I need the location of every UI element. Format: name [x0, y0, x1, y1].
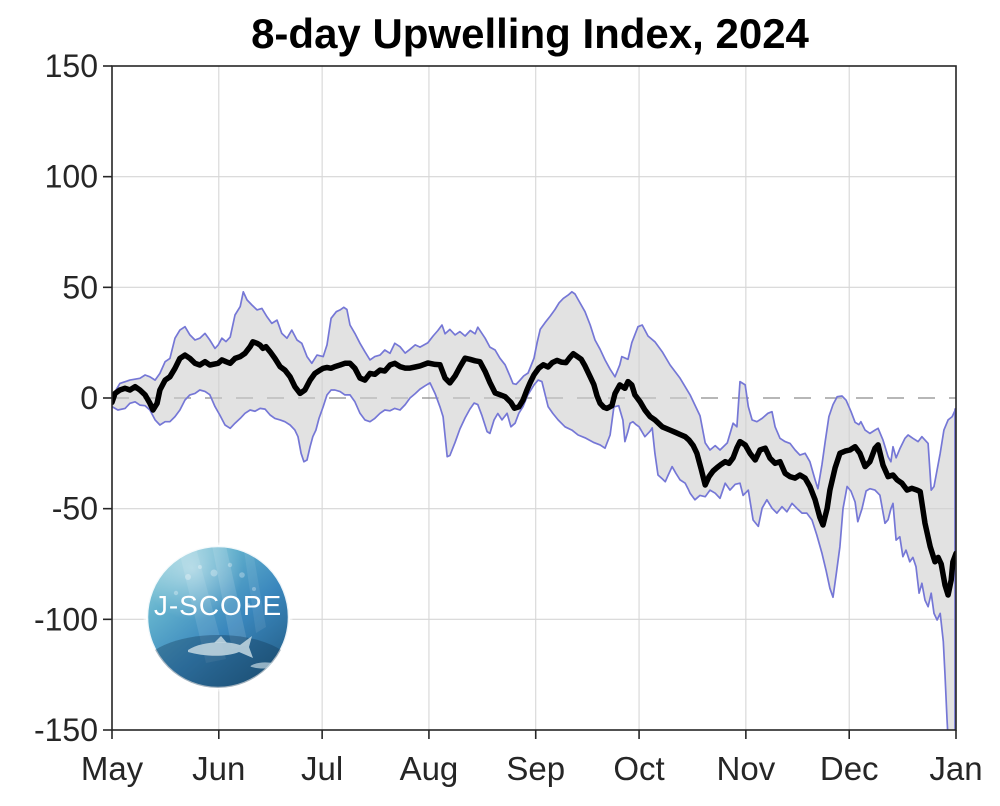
x-axis-tick-labels: May Jun Jul Aug Sep Oct Nov Dec Jan [81, 750, 983, 787]
y-tick-label: -50 [52, 491, 98, 527]
logo-outer-glow [143, 542, 293, 692]
logo-label: J-SCOPE [154, 590, 282, 621]
mean-line-group [112, 339, 956, 598]
x-tick-label: May [81, 750, 144, 787]
bound-lines [112, 290, 956, 730]
y-tick-label: 150 [45, 48, 98, 84]
y-tick-label: 50 [62, 269, 98, 305]
upper-bound-line [112, 290, 956, 491]
x-tick-label: Jun [192, 750, 245, 787]
uncertainty-band-fill [112, 291, 956, 730]
lower-bound-line [112, 379, 949, 730]
uncertainty-band [112, 291, 956, 730]
y-axis-tick-labels: -150 -100 -50 0 50 100 150 [34, 48, 98, 748]
x-tick-label: Sep [506, 750, 565, 787]
x-tick-label: Nov [717, 750, 776, 787]
y-tick-label: -150 [34, 712, 98, 748]
x-tick-label: Dec [820, 750, 879, 787]
x-tick-label: Oct [613, 750, 664, 787]
y-tick-label: 100 [45, 159, 98, 195]
y-tick-label: -100 [34, 601, 98, 637]
jscope-logo: J-SCOPE [143, 542, 293, 692]
chart-title: 8-day Upwelling Index, 2024 [251, 10, 809, 57]
axis-ticks [103, 65, 957, 739]
x-tick-label: Aug [400, 750, 459, 787]
y-tick-label: 0 [80, 380, 98, 416]
x-tick-label: Jan [929, 750, 982, 787]
mean-line [112, 339, 956, 598]
x-tick-label: Jul [301, 750, 343, 787]
